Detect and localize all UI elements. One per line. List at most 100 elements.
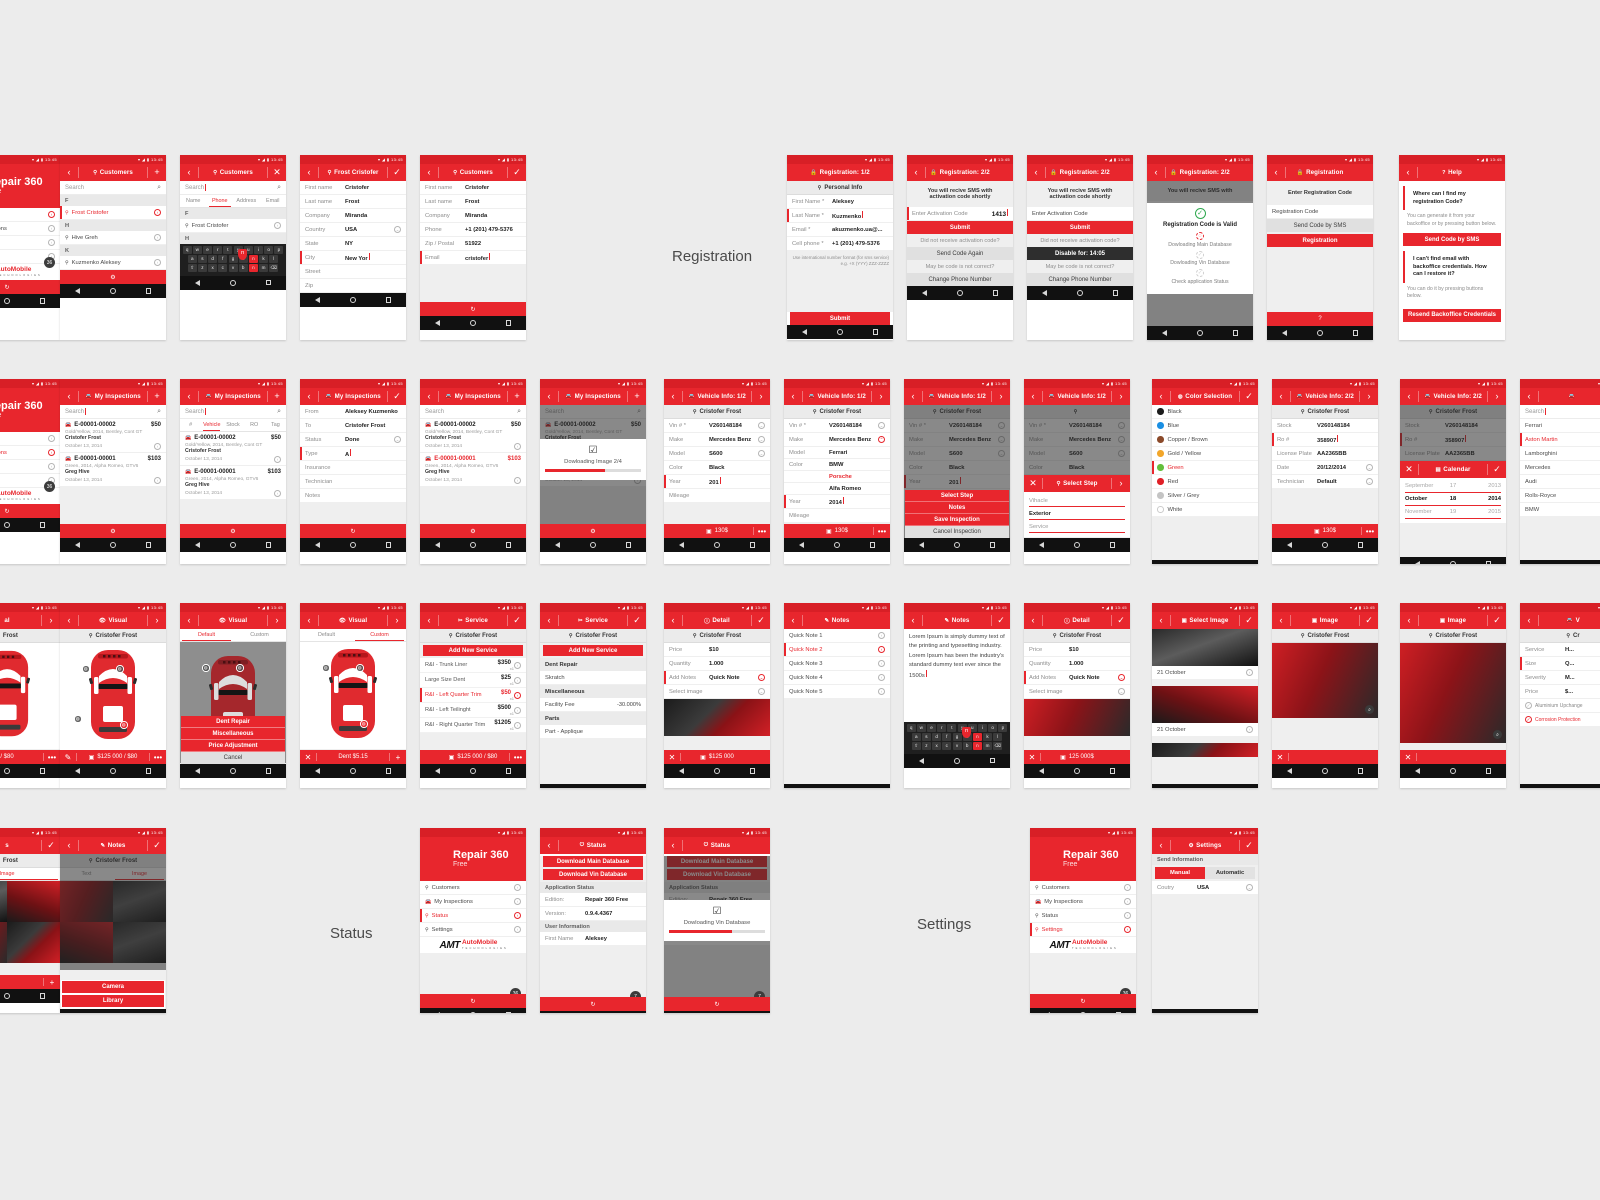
chevron-down-icon[interactable]: ⌄ — [1366, 464, 1373, 471]
bottom-action-bar[interactable]: ✕ — [1400, 750, 1506, 764]
make-list-item[interactable]: Mercedes — [1520, 461, 1600, 475]
bottom-bar-left-icon[interactable]: ✕ — [1276, 752, 1284, 762]
chevron-right-icon[interactable]: › — [1246, 726, 1253, 733]
save-button[interactable]: ✓ — [1245, 615, 1253, 625]
chevron-right-icon[interactable]: › — [514, 676, 521, 684]
list-item[interactable]: 🚘My Inspections› — [1030, 895, 1136, 909]
service-catalog-item[interactable]: Part - Applique — [540, 725, 646, 739]
key-i[interactable]: i — [253, 246, 263, 254]
field-row[interactable]: Vin # *V260148184⌄ — [664, 419, 770, 433]
action-price-adjustment[interactable]: Price Adjustment — [181, 740, 285, 752]
close-button[interactable]: ✕ — [1029, 478, 1037, 488]
bottom-bar-center[interactable]: ↻ — [4, 508, 9, 515]
field-row[interactable]: Email * akuzmenko.ua@... — [787, 223, 893, 237]
field-row[interactable]: Coutry USA ⌄ — [1152, 881, 1258, 895]
field-row[interactable]: Phone +1 (201) 479-5376 — [420, 223, 526, 237]
bottom-bar-left-icon[interactable]: ✕ — [304, 752, 312, 762]
back-button[interactable]: ‹ — [547, 840, 551, 850]
search-icon[interactable]: ⌕ — [277, 183, 281, 191]
key-e[interactable]: e — [927, 724, 937, 732]
bottom-action-bar[interactable]: ⚙ — [540, 524, 646, 538]
nav-home-icon[interactable] — [229, 279, 236, 286]
bottom-action-bar[interactable]: ✎ ▣ $125 000 / $80 ••• — [60, 750, 166, 764]
service-row[interactable]: R&I - Left Teilinght $500 x1 › — [420, 703, 526, 718]
bottom-bar-left-icon[interactable]: ✕ — [1028, 752, 1036, 762]
key-v[interactable]: v — [228, 264, 238, 272]
save-button[interactable]: ✓ — [393, 167, 401, 177]
key-z[interactable]: z — [197, 264, 207, 272]
chevron-right-icon[interactable]: › — [514, 661, 521, 669]
nav-recents-icon[interactable] — [1109, 768, 1116, 774]
nav-back-icon[interactable] — [801, 329, 807, 335]
toggle-manual[interactable]: Manual — [1155, 867, 1205, 879]
nav-home-icon[interactable] — [3, 993, 10, 999]
nav-back-icon[interactable] — [921, 290, 927, 296]
service-row[interactable]: Large Size Dent $25 x1 › — [420, 673, 526, 688]
send-code-sms-button[interactable]: Send Code by SMS — [1403, 233, 1501, 247]
damage-pin[interactable]: ◍ — [120, 721, 128, 729]
bottom-bar-right-icon[interactable]: ••• — [877, 526, 887, 536]
field-row[interactable]: First name Cristofer — [300, 181, 406, 195]
chevron-right-icon[interactable]: › — [274, 490, 281, 497]
save-button[interactable]: ✓ — [1117, 615, 1125, 625]
nav-recents-icon[interactable] — [1232, 330, 1239, 336]
nav-recents-icon[interactable] — [989, 757, 996, 764]
image-thumbnail[interactable] — [1152, 743, 1258, 757]
nav-back-icon[interactable] — [74, 542, 80, 548]
field-row[interactable]: City New Yor — [300, 251, 406, 265]
field-row[interactable]: Technician Default ⌄ — [1272, 475, 1378, 489]
nav-home-icon[interactable] — [469, 1012, 476, 1013]
nav-home-icon[interactable] — [1079, 1012, 1086, 1013]
key-z[interactable]: z — [921, 742, 931, 750]
key-a[interactable]: a — [187, 255, 197, 263]
send-code-again-button[interactable]: Send Code Again — [907, 247, 1013, 260]
nav-home-icon[interactable] — [109, 768, 116, 774]
key-r[interactable]: r — [213, 246, 223, 254]
nav-home-icon[interactable] — [229, 542, 236, 548]
chevron-right-icon[interactable]: › — [154, 443, 161, 450]
back-button[interactable]: ‹ — [1159, 840, 1163, 850]
key-d[interactable]: d — [932, 733, 942, 741]
key-l[interactable]: l — [993, 733, 1003, 741]
nav-recents-icon[interactable] — [385, 768, 392, 774]
list-item[interactable]: ⚲Status› — [0, 236, 60, 250]
cancel-button[interactable]: Cancel — [181, 752, 285, 764]
chevron-right-icon[interactable]: › — [514, 443, 521, 450]
image-preview[interactable]: ⌕ — [1272, 643, 1378, 718]
field-row[interactable]: Date 20/12/2014 ⌄ — [1272, 461, 1378, 475]
back-button[interactable]: ‹ — [1406, 167, 1410, 177]
close-button[interactable]: ✕ — [273, 167, 281, 177]
back-button[interactable]: ‹ — [1159, 391, 1163, 401]
field-row[interactable]: Price $10 — [1024, 643, 1130, 657]
field-row[interactable]: Technician — [300, 475, 406, 489]
bottom-bar-center[interactable]: ⚙ — [590, 528, 595, 535]
bottom-bar-center[interactable]: ↻ — [4, 284, 9, 291]
calendar-row[interactable]: September 17 2013 — [1405, 480, 1501, 493]
list-item[interactable]: ⚲Customers› — [0, 432, 60, 446]
nav-back-icon[interactable] — [74, 768, 80, 774]
field-row[interactable]: Country USA ⌄ — [300, 223, 406, 237]
image-grid-cell[interactable] — [0, 922, 7, 963]
service-catalog-item[interactable]: Facility Fee -30.000% — [540, 698, 646, 712]
add-button[interactable]: + — [274, 391, 280, 401]
nav-home-icon[interactable] — [833, 542, 840, 548]
back-button[interactable]: ‹ — [1407, 391, 1411, 401]
image-thumbnail[interactable] — [1024, 699, 1130, 736]
list-item[interactable]: ⚲Status› — [1030, 909, 1136, 923]
check-circle-icon[interactable]: ✓ — [1525, 716, 1532, 723]
field-row[interactable]: Street — [300, 265, 406, 279]
back-button[interactable]: ‹ — [671, 615, 675, 625]
nav-back-icon[interactable] — [314, 768, 320, 774]
field-row[interactable]: Last Name * Kuzmenko — [787, 209, 893, 223]
car-canvas[interactable] — [0, 643, 60, 749]
action-dent-repair[interactable]: Dent Repair — [181, 716, 285, 728]
nav-back-icon[interactable] — [554, 542, 560, 548]
change-phone-button[interactable]: Change Phone Number — [907, 273, 1013, 286]
nav-home-icon[interactable] — [3, 522, 10, 528]
chevron-right-icon[interactable]: › — [514, 898, 521, 905]
